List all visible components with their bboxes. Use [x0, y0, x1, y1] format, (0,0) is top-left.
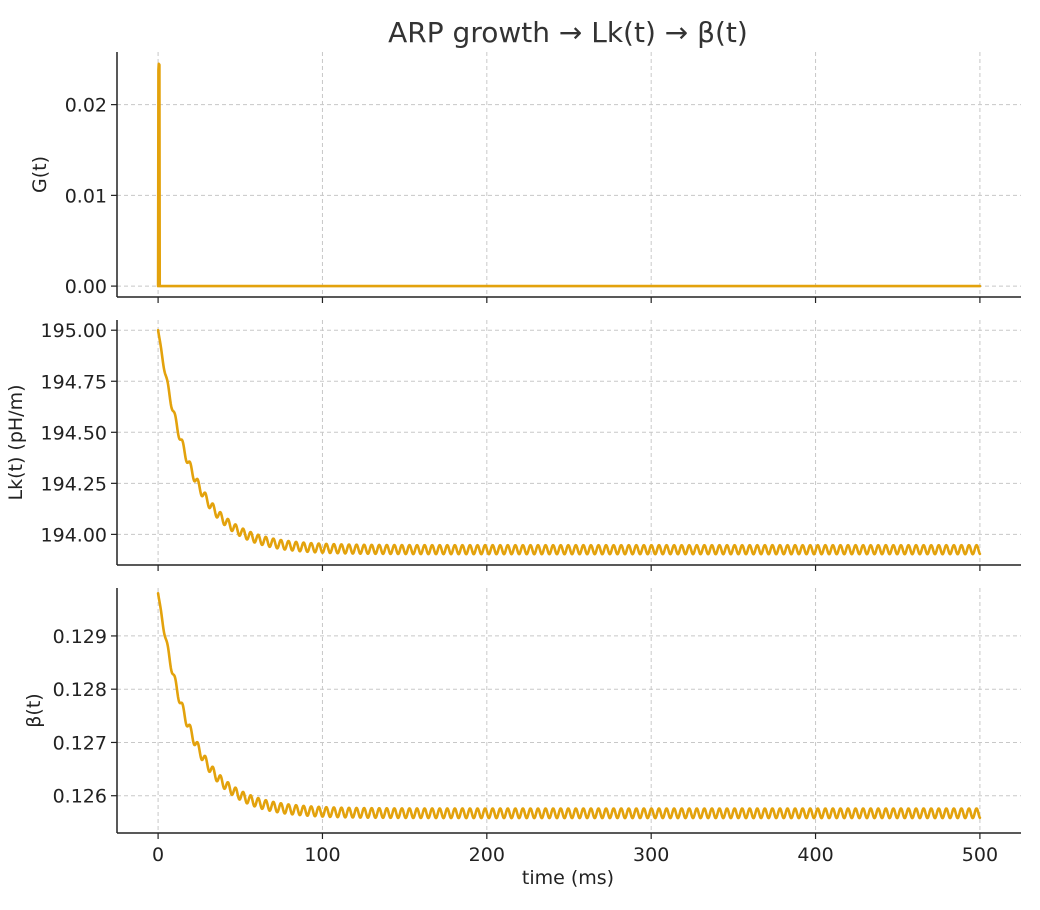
- x-axis-label: time (ms): [522, 867, 614, 889]
- x-tick-label-5: 500: [962, 844, 998, 866]
- panel-g: 0.00 0.01 0.02 G(t): [29, 52, 1021, 303]
- panel-lk: 194.00 194.25 194.50 194.75 195.00 Lk(t) (pH/…: [5, 320, 1021, 571]
- chart-title: ARP growth → Lk(t) → β(t): [388, 16, 748, 49]
- series-line-beta: [156, 592, 982, 820]
- y-tick-label-g-0: 0.00: [65, 276, 107, 298]
- y-tick-label-lk-2: 194.50: [41, 422, 107, 444]
- series-line-g: [156, 62, 982, 288]
- y-tick-label-beta-2: 0.128: [53, 679, 107, 701]
- x-tick-label-3: 300: [633, 844, 669, 866]
- y-tick-label-g-1: 0.01: [65, 185, 107, 207]
- y-tick-label-beta-1: 0.127: [53, 732, 107, 754]
- y-tick-label-g-2: 0.02: [65, 95, 107, 117]
- y-axis-label-beta: β(t): [23, 693, 45, 727]
- x-tick-label-1: 100: [304, 844, 340, 866]
- y-tick-label-lk-3: 194.75: [41, 371, 107, 393]
- y-axis-label-g: G(t): [29, 156, 51, 193]
- y-axis-label-lk: Lk(t) (pH/m): [5, 385, 27, 501]
- y-tick-label-lk-4: 195.00: [41, 320, 107, 342]
- y-tick-label-lk-1: 194.25: [41, 473, 107, 495]
- x-tick-label-2: 200: [469, 844, 505, 866]
- panel-beta: 0.126 0.127 0.128 0.129 0 100 200 300 400 500 β(t): [23, 588, 1021, 866]
- y-tick-label-beta-3: 0.129: [53, 626, 107, 648]
- x-tick-label-0: 0: [152, 844, 164, 866]
- series-line-lk: [156, 328, 982, 556]
- x-tick-label-4: 400: [797, 844, 833, 866]
- y-tick-label-lk-0: 194.00: [41, 524, 107, 546]
- y-tick-label-beta-0: 0.126: [53, 786, 107, 808]
